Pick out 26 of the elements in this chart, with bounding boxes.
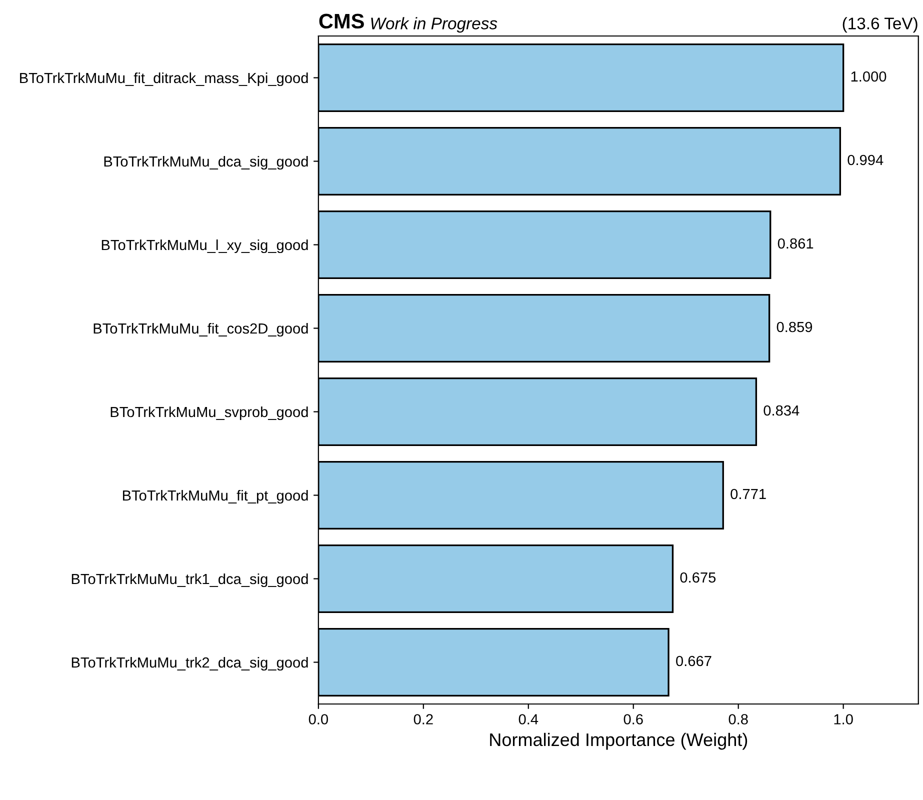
x-tick-label: 1.0 [834, 714, 853, 724]
y-tick-label: BToTrkTrkMuMu_dca_sig_good [104, 156, 308, 170]
x-tick-label: 0.4 [518, 714, 538, 724]
chart-title: CMS [319, 14, 364, 29]
data-label: 0.859 [776, 322, 812, 332]
x-axis-title: Normalized Importance (Weight) [490, 732, 748, 750]
y-tick-label: BToTrkTrkMuMu_fit_ditrack_mass_Kpi_good [20, 72, 308, 86]
x-tick-label: 0.2 [414, 714, 433, 724]
data-label: 0.834 [764, 405, 800, 416]
text: (13.6 TeV) [842, 17, 918, 33]
y-tick-label: BToTrkTrkMuMu_fit_cos2D_good [94, 322, 308, 337]
y-tick-label: BToTrkTrkMuMu_fit_pt_good [122, 490, 308, 504]
chart-subtitle: Work in Progress [371, 17, 498, 33]
data-label: 0.675 [680, 572, 716, 583]
data-label: 0.861 [778, 238, 814, 249]
y-tick-label: BToTrkTrkMuMu_trk1_dca_sig_good [72, 573, 308, 588]
y-tick-label: BToTrkTrkMuMu_svprob_good [110, 406, 308, 420]
x-tick-label: 0.6 [624, 714, 643, 724]
x-tick-label: 0.8 [728, 714, 748, 724]
y-tick-label: BToTrkTrkMuMu_trk2_dca_sig_good [72, 656, 308, 671]
data-label: 0.771 [730, 488, 766, 500]
data-label: 0.667 [676, 656, 712, 666]
data-label: 0.994 [848, 154, 884, 166]
data-label: 1.000 [851, 71, 886, 82]
x-tick-label: 0.0 [308, 714, 328, 724]
y-tick-label: BToTrkTrkMuMu_l_xy_sig_good [102, 239, 308, 254]
